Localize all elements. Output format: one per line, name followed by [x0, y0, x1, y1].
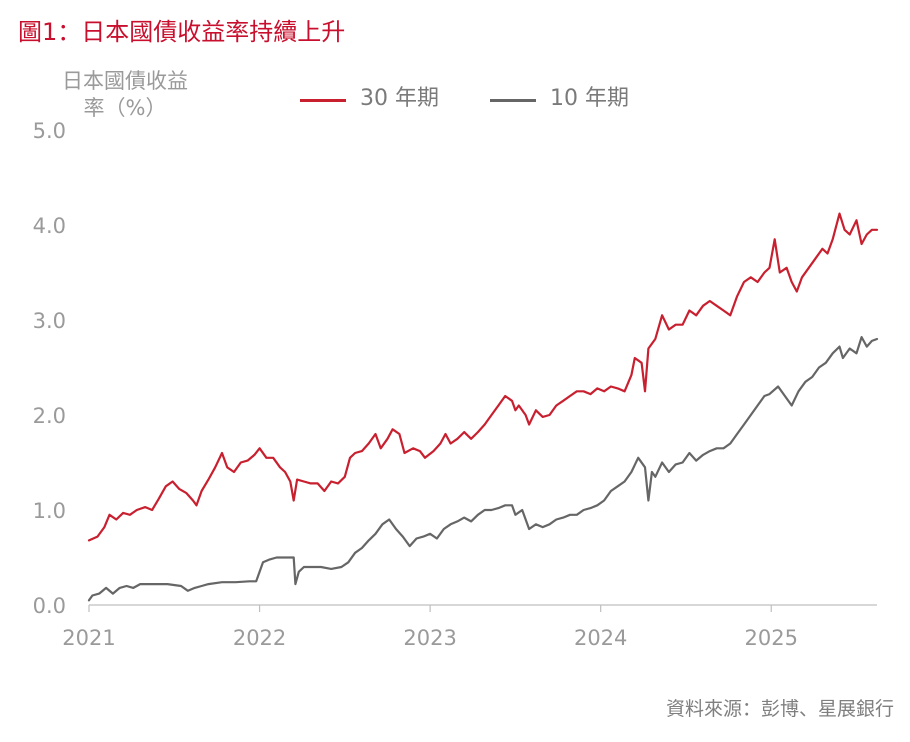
- legend-label-30y: 30 年期: [360, 86, 439, 111]
- y-axis-label-line-2: 率（%）: [83, 96, 167, 120]
- series-group: [87, 212, 879, 602]
- x-tick-label: 2021: [62, 626, 115, 650]
- y-tick-label: 5.0: [33, 119, 66, 143]
- source-note: 資料來源：彭博、星展銀行: [665, 698, 894, 720]
- x-tick-label: 2024: [574, 626, 627, 650]
- y-tick-label: 0.0: [33, 594, 66, 618]
- x-tick-label: 2025: [745, 626, 798, 650]
- series-line-30y: [87, 212, 879, 542]
- chart-title: 圖1：日本國債收益率持續上升: [18, 18, 346, 46]
- legend-swatch-10y: [490, 99, 536, 102]
- y-axis-label-line-1: 日本國債收益: [62, 69, 188, 93]
- y-tick-label: 3.0: [33, 309, 66, 333]
- y-tick-label: 4.0: [33, 214, 66, 238]
- series-line-10y: [87, 336, 879, 602]
- y-axis-label: 日本國債收益 率（%）: [40, 68, 210, 122]
- axes: 0.0 1.0 2.0 3.0 4.0 5.0 2021 2022 2023 2024 2025: [33, 119, 877, 650]
- x-tick-label: 2022: [233, 626, 286, 650]
- legend-label-10y: 10 年期: [550, 86, 629, 111]
- y-tick-label: 1.0: [33, 499, 66, 523]
- y-tick-label: 2.0: [33, 404, 66, 428]
- legend-swatch-30y: [300, 99, 346, 102]
- x-tick-label: 2023: [403, 626, 456, 650]
